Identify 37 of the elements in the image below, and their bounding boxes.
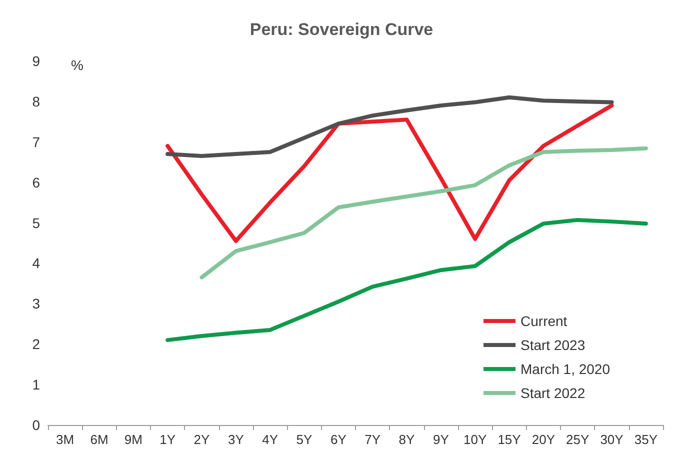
x-tick-label: 6M xyxy=(90,432,108,447)
y-tick-label: 9 xyxy=(32,53,40,69)
line-series xyxy=(166,103,614,243)
x-tick-label: 15Y xyxy=(498,432,522,447)
x-tick-label: 6Y xyxy=(330,432,347,447)
x-tick-label: 30Y xyxy=(600,432,624,447)
x-tick-label: 4Y xyxy=(262,432,278,447)
legend-label: March 1, 2020 xyxy=(520,361,610,377)
x-tick-label: 35Y xyxy=(634,432,658,447)
y-tick-label: 5 xyxy=(32,214,40,231)
y-tick-label: 1 xyxy=(32,376,40,393)
x-tick-label: 3Y xyxy=(228,432,244,447)
line-series xyxy=(200,146,648,280)
x-tick-label: 1Y xyxy=(160,432,176,447)
x-tick-label: 8Y xyxy=(398,432,416,447)
x-tick-label: 10Y xyxy=(464,432,487,447)
y-tick-label: 7 xyxy=(32,134,40,150)
x-tick-label: 25Y xyxy=(566,432,590,447)
line-series xyxy=(166,95,614,158)
x-tick-label: 5Y xyxy=(296,432,313,447)
x-tick-label: 9Y xyxy=(432,432,450,447)
y-tick-label: 8 xyxy=(32,93,40,110)
y-tick-label: 6 xyxy=(32,174,40,190)
x-tick-label: 7Y xyxy=(364,432,381,447)
y-axis-title: % xyxy=(71,57,84,73)
chart-title: Peru: Sovereign Curve xyxy=(250,20,434,39)
x-tick-label: 9M xyxy=(124,432,142,447)
x-tick-label: 2Y xyxy=(194,432,210,447)
x-tick-label: 20Y xyxy=(532,432,556,447)
legend-label: Current xyxy=(520,313,568,329)
y-tick-label: 3 xyxy=(32,296,40,312)
y-tick-label: 4 xyxy=(32,255,40,272)
y-tick-label: 2 xyxy=(32,336,40,352)
legend-label: Start 2022 xyxy=(520,385,586,401)
x-tick-label: 3M xyxy=(56,432,74,447)
y-tick-label: 0 xyxy=(32,417,40,433)
legend-label: Start 2023 xyxy=(520,337,586,353)
